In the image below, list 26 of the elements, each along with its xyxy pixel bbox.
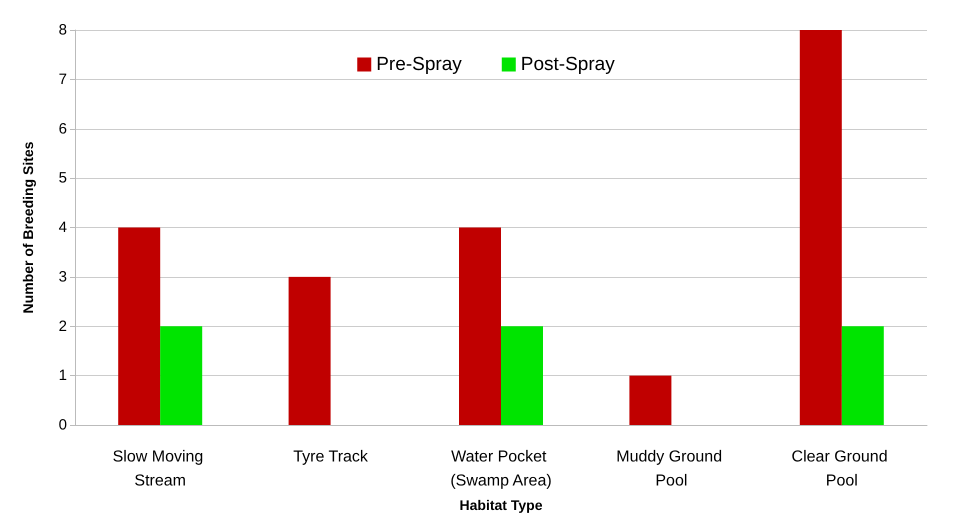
y-tick-label: 0: [58, 416, 67, 434]
bar: [501, 326, 543, 425]
y-tick-label: 2: [58, 318, 67, 335]
y-tick-label: 8: [58, 22, 67, 38]
y-tick-label: 1: [58, 367, 67, 384]
bar: [629, 376, 672, 425]
x-tick-label: Slow Moving Stream: [112, 448, 208, 490]
y-tick-label: 4: [58, 219, 67, 236]
bar: [800, 30, 842, 425]
y-tick-label: 3: [58, 268, 67, 286]
bar: [842, 326, 884, 425]
x-tick-label: Clear Ground Pool: [792, 448, 892, 490]
bar: [288, 276, 331, 425]
x-tick-label: Tyre Track: [293, 448, 369, 466]
x-tick-label: Water Pocket (Swamp Area): [450, 448, 552, 490]
x-tick-label: Muddy Ground Pool: [616, 448, 727, 490]
x-axis-title: Habitat Type: [460, 496, 543, 513]
y-tick-label: 6: [58, 120, 67, 138]
y-axis-title: Number of Breeding Sites: [20, 141, 36, 314]
y-tick-label: 7: [58, 70, 67, 88]
legend-label: Post-Spray: [520, 54, 616, 75]
bar: [459, 228, 501, 425]
bar: [160, 326, 202, 425]
y-tick-label: 5: [58, 170, 67, 187]
bar: [118, 228, 160, 425]
legend-label: Pre-Spray: [376, 54, 462, 75]
